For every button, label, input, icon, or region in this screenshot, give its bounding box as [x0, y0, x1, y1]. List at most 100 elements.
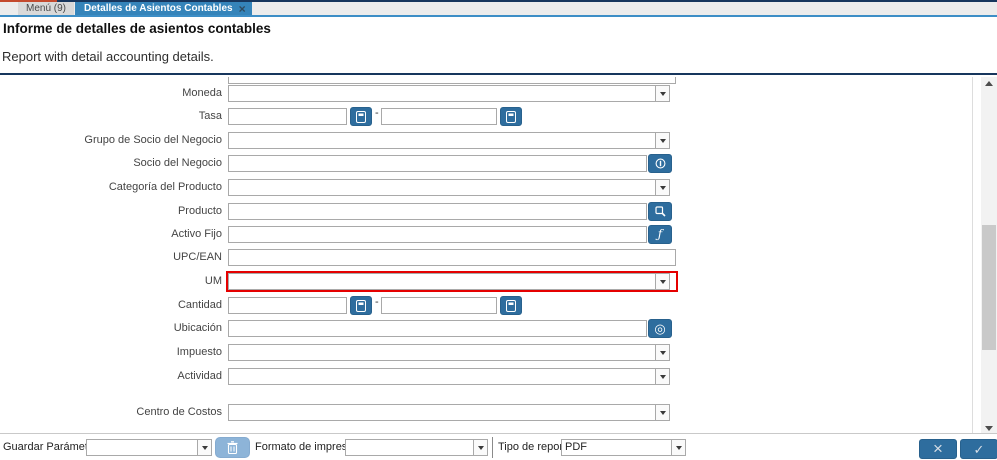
- field-label: Centro de Costos: [136, 406, 222, 418]
- tasa-to-input[interactable]: [381, 108, 497, 125]
- report-type-combobox[interactable]: PDF: [561, 439, 686, 456]
- form-row-categoria-producto: Categoría del Producto: [0, 179, 690, 196]
- range-separator: -: [375, 296, 379, 308]
- dropdown-arrow-button[interactable]: [655, 86, 669, 101]
- save-parameter-label: Guardar Parámetro: [3, 441, 98, 453]
- page-title: Informe de detalles de asientos contable…: [3, 21, 271, 36]
- chevron-down-icon: [659, 350, 666, 355]
- tasa-from-input[interactable]: [228, 108, 347, 125]
- dropdown-arrow-button[interactable]: [655, 345, 669, 360]
- location-icon: ◎: [654, 321, 666, 336]
- categoria-producto-combobox[interactable]: [228, 179, 670, 196]
- calculator-icon: [356, 110, 366, 123]
- chevron-down-icon: [659, 374, 666, 379]
- scroll-up-button[interactable]: [981, 77, 997, 90]
- chevron-down-icon: [659, 410, 666, 415]
- save-parameter-combobox[interactable]: [86, 439, 212, 456]
- dropdown-arrow-button[interactable]: [655, 274, 669, 289]
- form-right-border: [972, 77, 973, 433]
- field-label: UM: [204, 275, 222, 287]
- impuesto-value[interactable]: [229, 345, 655, 360]
- dropdown-arrow-button[interactable]: [655, 369, 669, 384]
- impuesto-combobox[interactable]: [228, 344, 670, 361]
- toolbar-separator: [492, 437, 493, 458]
- field-label: Producto: [177, 205, 222, 217]
- asset-icon: ƒ: [657, 227, 663, 241]
- grupo-socio-value[interactable]: [229, 133, 655, 148]
- scrollbar-thumb[interactable]: [982, 225, 996, 350]
- vertical-scrollbar[interactable]: [981, 77, 997, 435]
- cancel-button[interactable]: ×: [919, 439, 957, 459]
- dropdown-arrow-button[interactable]: [473, 440, 487, 455]
- parameter-form: Moneda Tasa - Grupo de Socio del Negocio: [0, 77, 972, 433]
- calculator-button[interactable]: [350, 296, 372, 315]
- dropdown-arrow-button[interactable]: [197, 440, 211, 455]
- actividad-value[interactable]: [229, 369, 655, 384]
- calculator-button[interactable]: [350, 107, 372, 126]
- centro-costos-value[interactable]: [229, 405, 655, 420]
- field-label: Socio del Negocio: [133, 157, 222, 169]
- calculator-button[interactable]: [500, 296, 522, 315]
- print-format-combobox[interactable]: [345, 439, 488, 456]
- form-row-activo-fijo: Activo Fijo ƒ: [0, 225, 690, 244]
- form-row-tasa: Tasa -: [0, 107, 690, 126]
- page-subtitle: Report with detail accounting details.: [2, 49, 214, 64]
- form-row-producto: Producto: [0, 202, 690, 221]
- producto-input[interactable]: [228, 203, 647, 220]
- partial-field-above[interactable]: [228, 77, 676, 84]
- calculator-icon: [506, 299, 516, 312]
- um-value[interactable]: [229, 274, 655, 289]
- ubicacion-search-button[interactable]: ◎: [648, 319, 672, 338]
- chevron-down-icon: [659, 279, 666, 284]
- top-left-red-segment: [0, 0, 57, 2]
- field-label: Ubicación: [173, 322, 222, 334]
- activo-fijo-input[interactable]: [228, 226, 647, 243]
- field-label: Categoría del Producto: [108, 181, 222, 193]
- um-combobox[interactable]: [228, 273, 670, 290]
- grupo-socio-combobox[interactable]: [228, 132, 670, 149]
- business-partner-search-button[interactable]: [648, 154, 672, 173]
- form-row-upc-ean: UPC/EAN: [0, 249, 690, 266]
- actividad-combobox[interactable]: [228, 368, 670, 385]
- tab-menu[interactable]: Menú (9): [18, 2, 75, 15]
- cantidad-to-input[interactable]: [381, 297, 497, 314]
- confirm-button[interactable]: ✓: [960, 439, 997, 459]
- socio-negocio-input[interactable]: [228, 155, 647, 172]
- producto-search-button[interactable]: [648, 202, 672, 221]
- field-label: UPC/EAN: [173, 251, 222, 263]
- dropdown-arrow-button[interactable]: [655, 405, 669, 420]
- report-type-value[interactable]: PDF: [565, 441, 587, 453]
- um-field-highlight: [226, 271, 678, 292]
- categoria-producto-value[interactable]: [229, 180, 655, 195]
- activo-fijo-search-button[interactable]: ƒ: [648, 225, 672, 244]
- trash-icon: [227, 441, 238, 454]
- chevron-down-icon: [201, 445, 208, 450]
- field-label: Impuesto: [176, 346, 222, 358]
- scroll-down-icon: [985, 426, 993, 431]
- dropdown-arrow-button[interactable]: [655, 133, 669, 148]
- field-label: Grupo de Socio del Negocio: [84, 134, 222, 146]
- dropdown-arrow-button[interactable]: [655, 180, 669, 195]
- ubicacion-input[interactable]: [228, 320, 647, 337]
- calculator-button[interactable]: [500, 107, 522, 126]
- close-icon[interactable]: ×: [238, 1, 246, 16]
- chevron-down-icon: [659, 138, 666, 143]
- delete-parameter-button[interactable]: [215, 437, 250, 458]
- print-format-value[interactable]: [346, 440, 473, 455]
- field-label: Moneda: [182, 87, 222, 99]
- upc-ean-input[interactable]: [228, 249, 676, 266]
- scroll-down-button[interactable]: [981, 422, 997, 435]
- calculator-icon: [356, 299, 366, 312]
- form-row-grupo-socio: Grupo de Socio del Negocio: [0, 132, 690, 149]
- tab-detalles-asientos-contables[interactable]: Detalles de Asientos Contables ×: [75, 2, 252, 15]
- centro-costos-combobox[interactable]: [228, 404, 670, 421]
- form-row-moneda: Moneda: [0, 85, 690, 102]
- moneda-combobox[interactable]: [228, 85, 670, 102]
- cantidad-from-input[interactable]: [228, 297, 347, 314]
- tab-active-label: Detalles de Asientos Contables: [84, 3, 233, 14]
- moneda-value[interactable]: [229, 86, 655, 101]
- form-row-impuesto: Impuesto: [0, 344, 690, 361]
- save-parameter-value[interactable]: [87, 440, 197, 455]
- form-row-um: UM: [0, 271, 690, 292]
- dropdown-arrow-button[interactable]: [671, 440, 685, 455]
